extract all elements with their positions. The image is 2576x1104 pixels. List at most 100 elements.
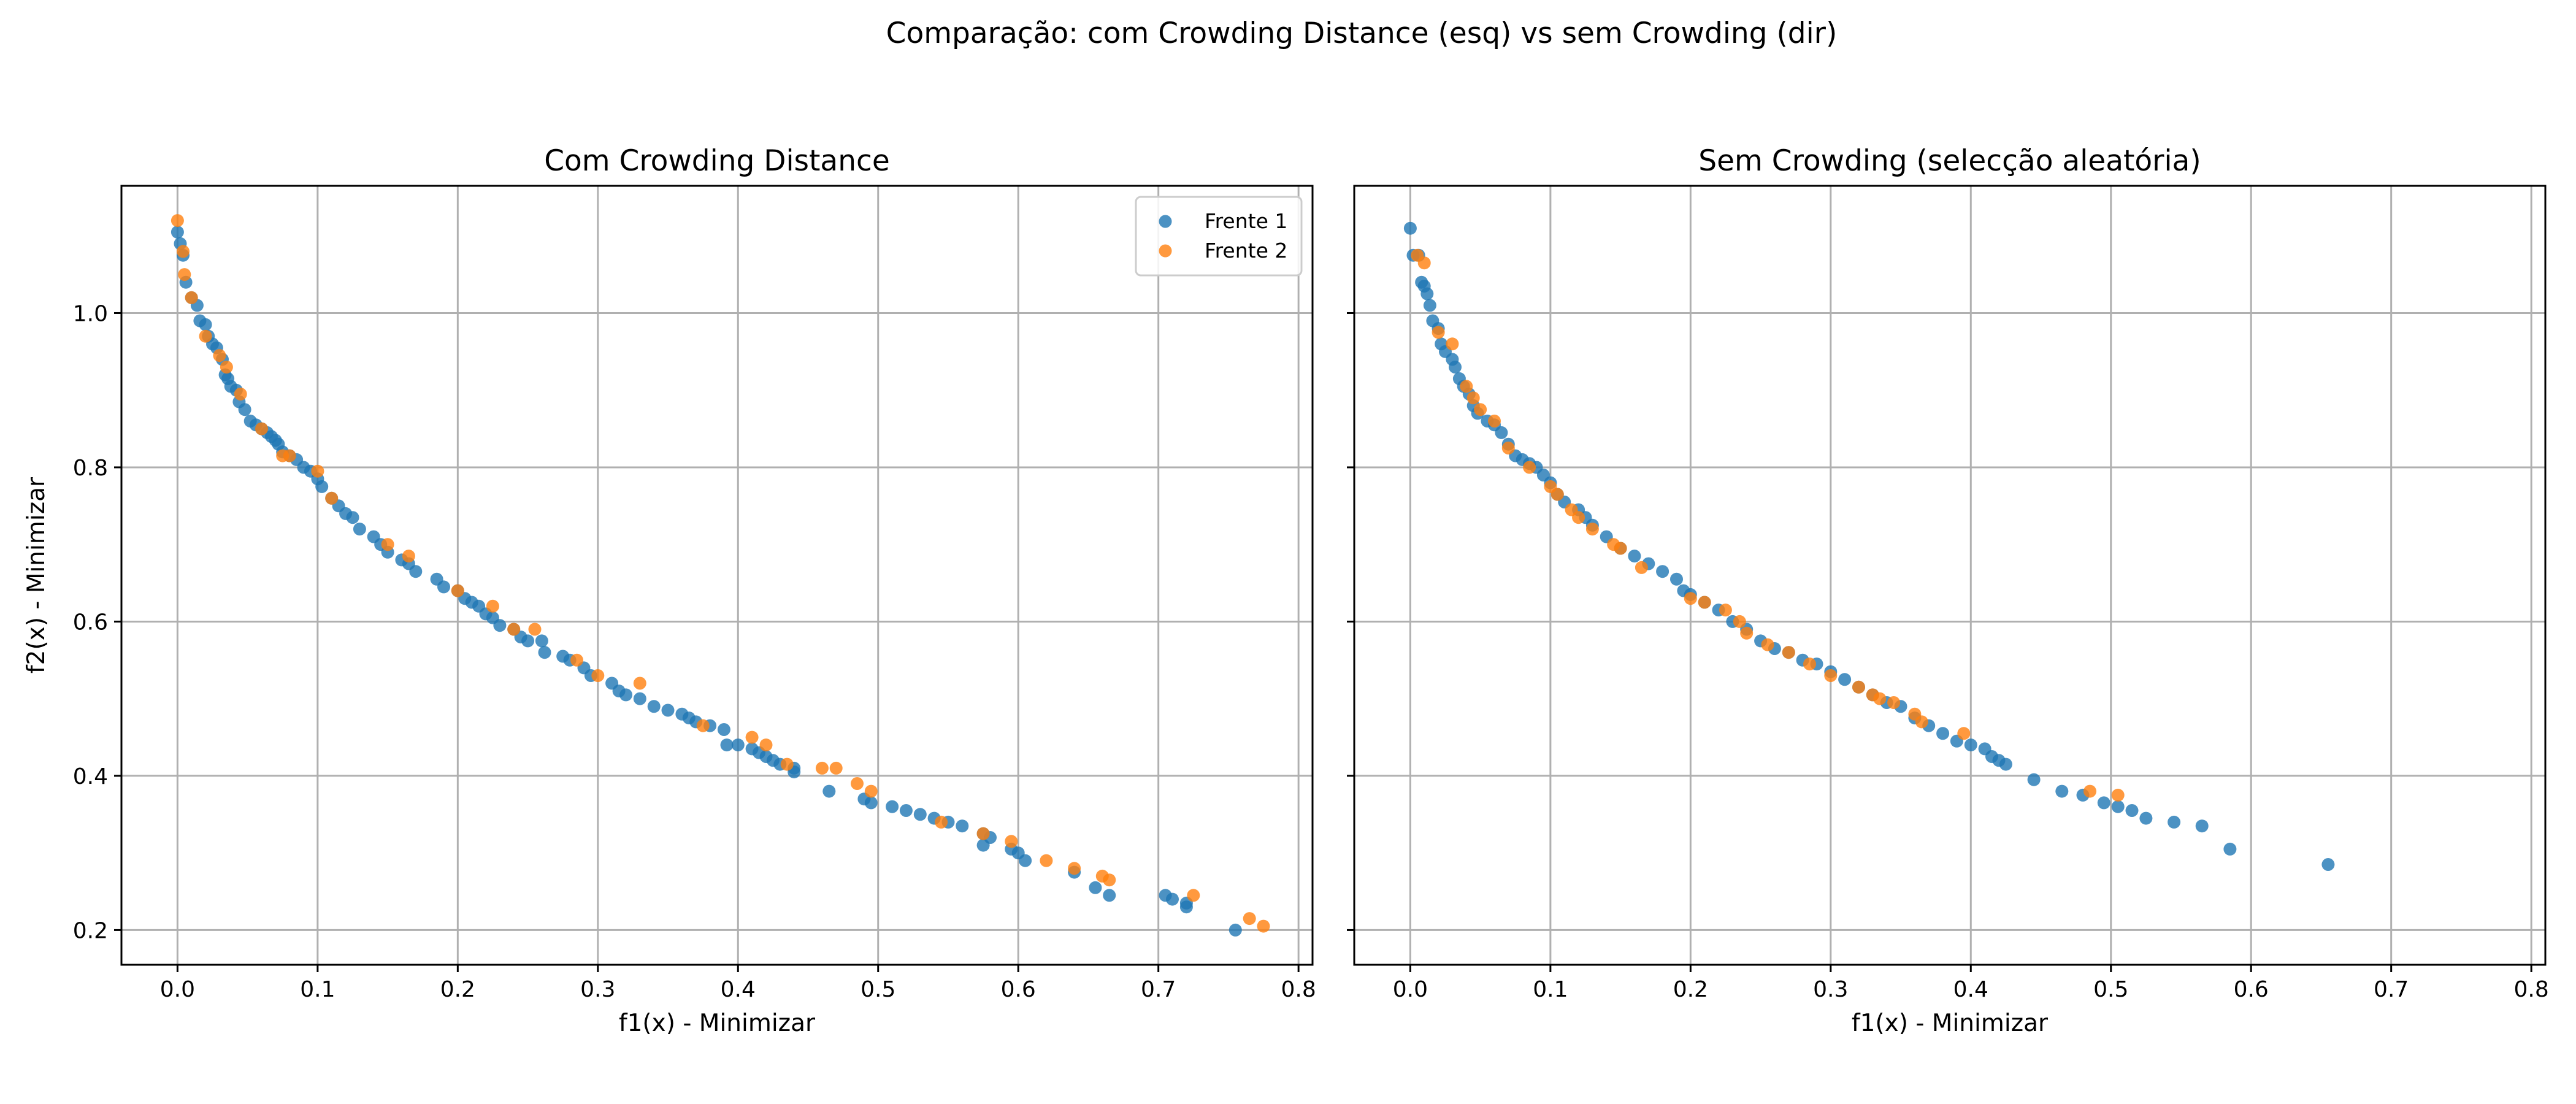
right-series-1-point-65: [2027, 773, 2041, 786]
right-series-1-point-71: [2139, 811, 2153, 825]
left-series-1-point-103: [976, 838, 990, 852]
right-series-2: [1411, 248, 2125, 802]
right-series-1-point-73: [2195, 819, 2209, 833]
left-series-1-point-63: [619, 688, 632, 702]
right-series-1-point-35: [1628, 550, 1641, 563]
left-series-1-point-55: [535, 634, 548, 648]
left-series-2-point-5: [213, 349, 226, 362]
right-series-2-point-4: [1460, 380, 1473, 393]
right-x-tick-label-4: 0.4: [1953, 977, 1988, 1002]
left-series-2-point-1: [177, 245, 190, 258]
left-x-tick-label-0: 0.0: [160, 977, 195, 1002]
right-series-1-point-72: [2168, 815, 2181, 829]
right-series-2-point-18: [1684, 592, 1697, 605]
right-series-2-point-2: [1432, 326, 1445, 339]
left-series-2-point-0: [171, 214, 184, 228]
left-series-2-point-31: [976, 827, 990, 840]
right-series-2-point-14: [1585, 523, 1599, 536]
left-x-tick-label-4: 0.4: [721, 977, 756, 1002]
right-series-2-point-35: [2111, 788, 2125, 802]
left-series-1-point-36: [353, 523, 366, 536]
right-series-1-point-6: [1423, 299, 1436, 312]
right-series-2-point-11: [1551, 488, 1564, 501]
left-grid: [121, 186, 1313, 965]
right-series-1-point-37: [1656, 565, 1669, 578]
left-series-1-point-97: [1103, 889, 1116, 902]
right-series-2-point-32: [1915, 715, 1928, 729]
right-series-2-point-34: [2083, 784, 2096, 798]
right-series-2-point-13: [1572, 511, 1585, 524]
left-series-2-point-22: [696, 719, 710, 732]
left-series-2-point-14: [402, 550, 415, 563]
left-chart-title: Com Crowding Distance: [544, 144, 890, 178]
left-series-2-point-12: [325, 491, 339, 505]
right-series-1-point-5: [1420, 287, 1434, 301]
left-series-2-point-11: [311, 464, 324, 478]
left-series-1-point-94: [1019, 854, 1032, 867]
left-series-1-point-66: [661, 703, 675, 717]
left-series-1-point-85: [899, 804, 913, 817]
left-series-2-point-37: [1187, 889, 1200, 902]
left-series-1-point-17: [238, 403, 251, 416]
left-legend-marker-1: [1159, 215, 1172, 228]
right-series-2-point-17: [1635, 561, 1648, 574]
right-x-tick-label-3: 0.3: [1813, 977, 1848, 1002]
left-series-2-point-18: [528, 623, 542, 636]
left-series-2-point-7: [234, 388, 247, 401]
right-series-2-point-33: [1957, 727, 1971, 740]
right-x-tick-label-5: 0.5: [2093, 977, 2128, 1002]
left-x-tick-label-3: 0.3: [580, 977, 615, 1002]
left-y-tick-label-4: 1.0: [73, 301, 108, 326]
right-series-1-point-74: [2223, 842, 2237, 856]
right-series-2-point-16: [1614, 542, 1627, 555]
right-series-2-point-26: [1824, 669, 1838, 682]
left-y-tick-label-1: 0.4: [73, 764, 108, 789]
left-series-2-point-27: [829, 761, 843, 775]
left-series-2-point-30: [935, 815, 948, 829]
right-series-1-point-0: [1403, 221, 1417, 235]
right-series-1-point-70: [2125, 804, 2139, 817]
left-series-1-point-65: [647, 700, 661, 713]
left-y-tick-label-0: 0.2: [73, 918, 108, 943]
left-series-1-point-31: [315, 480, 329, 493]
left-series-1-point-56: [538, 646, 551, 659]
left-series-1-point-54: [521, 634, 535, 648]
left-series-2-point-21: [633, 677, 646, 690]
left-series-2: [171, 214, 1270, 933]
left-series-2-point-2: [178, 268, 191, 282]
left-series-2-point-38: [1243, 912, 1256, 926]
left-series-2-point-33: [1040, 854, 1053, 867]
left-series-2-point-8: [255, 422, 268, 435]
left-series-1-point-42: [409, 565, 423, 578]
right-axes-frame: [1353, 185, 2547, 966]
left-series-1-point-89: [956, 819, 969, 833]
left-series-2-point-6: [220, 361, 233, 374]
left-series-2-point-28: [851, 777, 864, 790]
right-x-tick-label-1: 0.1: [1533, 977, 1568, 1002]
right-series-1-point-75: [2321, 858, 2335, 871]
left-series-1-point-83: [864, 796, 878, 810]
right-series-2-point-29: [1873, 692, 1887, 705]
left-series-1-point-35: [346, 511, 359, 524]
right-chart-panel: 0.0 0.1 0.2 0.3 0.4 0.5 0.6 0.7 0.8 Sem Crowding …: [1347, 144, 2549, 1037]
left-axes-frame: [120, 185, 1314, 966]
left-series-2-point-19: [570, 653, 583, 667]
left-legend-label-2: Frente 2: [1205, 239, 1287, 263]
right-series-1-point-64: [1999, 757, 2012, 771]
left-series-1-point-101: [1229, 923, 1242, 937]
right-series-2-point-22: [1740, 626, 1754, 640]
right-series-2-point-6: [1474, 403, 1487, 416]
right-series-2-point-27: [1852, 680, 1865, 694]
left-legend-label-1: Frente 1: [1205, 209, 1287, 233]
right-series-1-point-58: [1936, 727, 1950, 740]
right-series-1-point-69: [2111, 800, 2125, 813]
left-series-2-point-26: [815, 761, 829, 775]
right-x-tick-label-0: 0.0: [1393, 977, 1428, 1002]
left-chart-panel: 0.0 0.1 0.2 0.3 0.4 0.5 0.6 0.7 0.8 0.2 0.4 0.6 0.8 1…: [23, 144, 1316, 1037]
right-x-tick-label-6: 0.6: [2234, 977, 2269, 1002]
right-x-tick-label-2: 0.2: [1673, 977, 1708, 1002]
right-series-2-point-21: [1733, 615, 1746, 628]
left-series-1-point-96: [1089, 881, 1102, 894]
right-series-2-point-7: [1488, 415, 1501, 427]
